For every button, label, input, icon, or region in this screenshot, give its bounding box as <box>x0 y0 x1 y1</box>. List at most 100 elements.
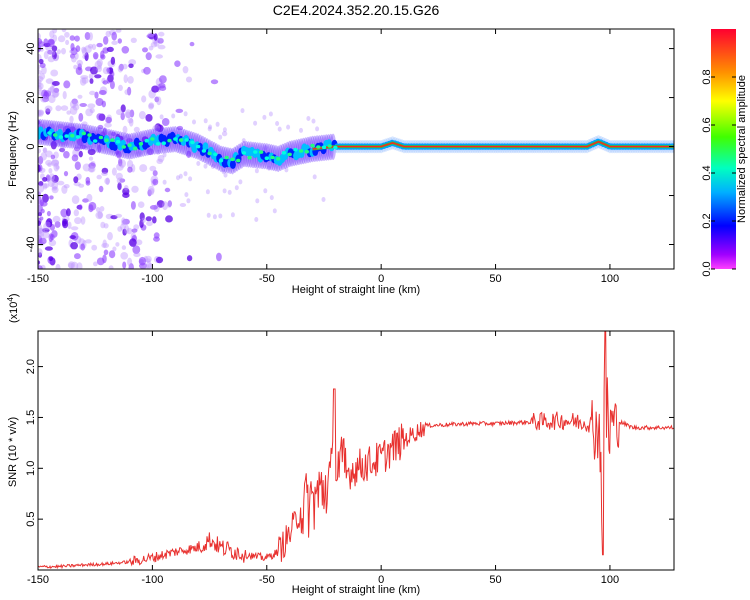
spectrogram-ridge <box>38 118 674 175</box>
noise-blob <box>70 226 79 231</box>
noise-blob <box>156 158 163 164</box>
noise-blob <box>275 121 280 126</box>
y-tick-label: -40 <box>25 237 37 253</box>
noise-blob <box>186 255 193 262</box>
noise-blob <box>143 263 149 269</box>
noise-blob <box>128 264 134 269</box>
noise-blob <box>74 144 82 151</box>
x-tick-label: 0 <box>378 273 384 285</box>
noise-blob <box>115 242 120 247</box>
noise-blob <box>73 64 78 70</box>
ridge-speckle <box>127 143 132 147</box>
noise-blob <box>174 60 181 67</box>
noise-blob <box>227 189 232 195</box>
x-tick-label: 100 <box>601 574 619 586</box>
noise-blob <box>207 126 212 132</box>
noise-blob <box>88 166 96 173</box>
noise-blob <box>97 144 102 153</box>
noise-blob <box>121 217 126 226</box>
y-tick-label: 40 <box>25 42 37 54</box>
noise-blob <box>60 141 66 146</box>
ridge-speckle <box>75 135 81 139</box>
noise-blob <box>146 258 151 263</box>
noise-blob <box>42 193 49 203</box>
noise-blob <box>61 29 67 33</box>
noise-blob <box>69 100 77 109</box>
noise-blob <box>45 150 53 158</box>
noise-blob <box>73 176 79 184</box>
noise-blob <box>95 207 101 213</box>
snr-data <box>38 331 674 570</box>
noise-blob <box>212 214 217 220</box>
noise-blob <box>119 178 126 183</box>
noise-blob <box>39 227 46 234</box>
noise-blob <box>238 179 243 185</box>
noise-blob <box>107 130 113 136</box>
noise-blob <box>179 203 187 207</box>
noise-blob <box>38 164 41 173</box>
noise-blob <box>59 147 65 153</box>
spectrogram-y-ticks: -40 -20 0 20 40 <box>25 42 674 252</box>
noise-blob <box>85 239 92 244</box>
noise-blob <box>254 168 259 174</box>
x-tick-label: 0 <box>378 574 384 586</box>
noise-blob <box>87 103 96 109</box>
noise-blob <box>52 81 60 86</box>
noise-blob <box>55 105 62 112</box>
noise-blob <box>118 84 123 91</box>
noise-blob <box>38 109 42 117</box>
noise-blob <box>152 170 158 177</box>
noise-blob <box>221 169 226 175</box>
noise-blob <box>133 126 140 133</box>
noise-blob <box>101 171 108 176</box>
noise-blob <box>99 206 105 212</box>
ridge-speckle <box>184 138 189 142</box>
noise-blob <box>41 228 50 233</box>
noise-blob <box>48 94 56 104</box>
noise-blob <box>51 159 60 166</box>
noise-blob <box>167 202 172 208</box>
spectrogram-panel: -150 -100 -50 0 50 100 -40 -20 0 20 40 Height of … <box>7 28 675 296</box>
noise-blob <box>48 256 54 262</box>
noise-blob <box>47 50 53 55</box>
noise-blob <box>272 208 277 214</box>
ridge-speckle <box>167 138 172 143</box>
noise-blob <box>175 108 184 113</box>
noise-blob <box>62 91 67 100</box>
ridge-speckle <box>70 133 75 138</box>
ridge-speckle <box>47 131 52 135</box>
noise-blob <box>74 253 81 260</box>
noise-blob <box>122 125 128 134</box>
noise-blob <box>210 79 219 85</box>
noise-blob <box>127 166 133 173</box>
ridge-speckle <box>195 144 201 149</box>
noise-blob <box>122 218 130 225</box>
noise-blob <box>122 228 127 236</box>
noise-blob <box>127 76 134 84</box>
noise-blob <box>93 261 98 267</box>
noise-blob <box>43 38 48 44</box>
noise-blob <box>129 109 135 118</box>
noise-blob <box>87 43 94 49</box>
noise-blob <box>60 105 69 111</box>
noise-blob <box>218 134 223 140</box>
spectrogram-data <box>38 29 674 269</box>
noise-blob <box>47 38 55 48</box>
noise-blob <box>38 237 47 245</box>
noise-blob <box>84 52 89 62</box>
noise-blob <box>121 46 130 54</box>
noise-blob <box>156 200 165 208</box>
noise-blob <box>75 67 83 75</box>
noise-blob <box>43 90 52 97</box>
noise-blob <box>148 45 154 51</box>
noise-blob <box>64 31 70 38</box>
noise-blob <box>102 80 108 85</box>
x-tick-label: 100 <box>601 273 619 285</box>
noise-blob <box>139 164 148 173</box>
noise-blob <box>116 109 123 116</box>
ridge-speckle <box>298 149 304 153</box>
noise-blob <box>46 210 51 217</box>
noise-blob <box>81 121 88 127</box>
noise-blob <box>79 103 87 107</box>
